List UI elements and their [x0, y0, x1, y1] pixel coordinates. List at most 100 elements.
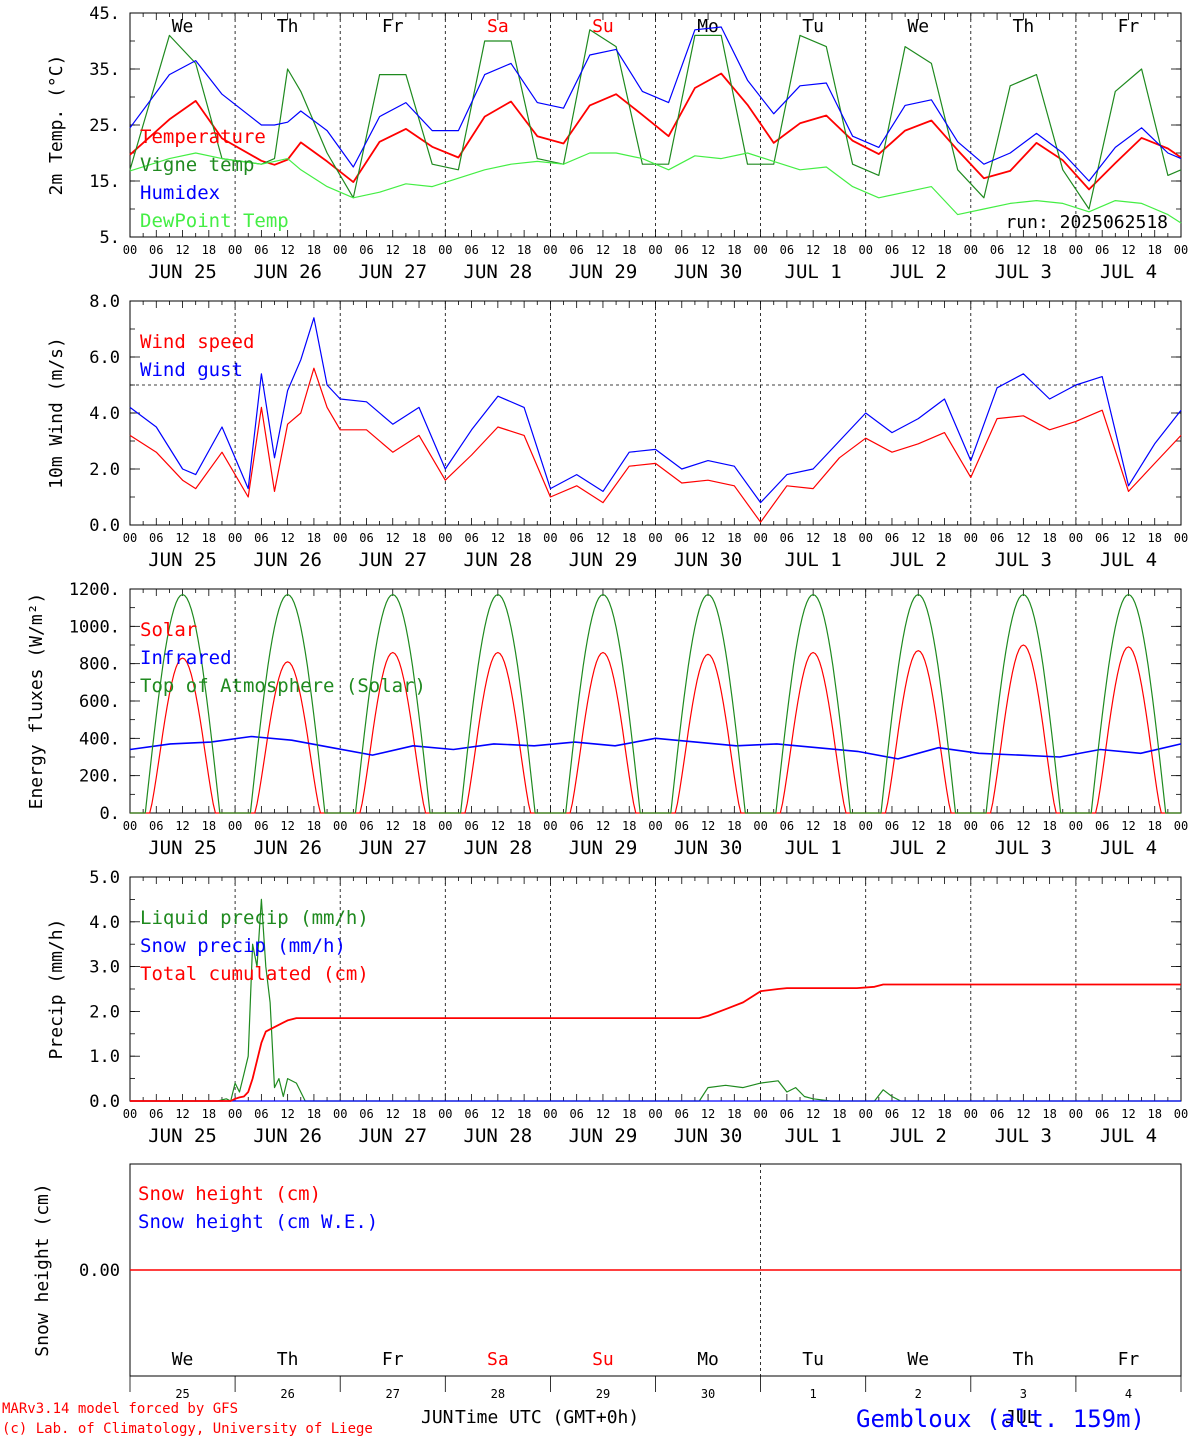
y-tick-label: 2.0: [89, 1002, 120, 1022]
y-tick-label: 0.0: [89, 1092, 120, 1112]
hour-tick-label: 00: [1069, 819, 1083, 833]
legend-liquid-precip-mm-h-: Liquid precip (mm/h): [140, 907, 369, 929]
date-label: JUN 28: [464, 837, 533, 859]
y-tick-label: 4.0: [89, 404, 120, 424]
hour-tick-label: 00: [648, 531, 662, 545]
hour-tick-label: 06: [569, 819, 583, 833]
hour-tick-label: 12: [491, 1107, 505, 1121]
day-number-label: 27: [386, 1387, 400, 1401]
hour-tick-label: 00: [858, 1107, 872, 1121]
y-tick-label: 8.0: [89, 292, 120, 312]
date-label: JUN 25: [148, 1125, 217, 1147]
series-temperature: [129, 72, 1182, 191]
hour-tick-label: 18: [622, 531, 636, 545]
hour-tick-label: 00: [123, 531, 137, 545]
hour-tick-label: 12: [1121, 531, 1135, 545]
xaxis-title: Time UTC (GMT+0h): [455, 1407, 639, 1428]
hour-tick-label: 12: [1121, 243, 1135, 257]
series-wind-speed: [129, 367, 1182, 523]
weekday-label: Fr: [382, 16, 404, 37]
hour-tick-label: 06: [464, 531, 478, 545]
y-tick-label: 0.0: [89, 516, 120, 536]
hour-tick-label: 12: [806, 1107, 820, 1121]
date-label: JUN 30: [674, 1125, 743, 1147]
hour-tick-label: 06: [1095, 819, 1109, 833]
hour-tick-label: 06: [675, 531, 689, 545]
date-label: JUN 28: [464, 261, 533, 283]
hour-tick-label: 12: [701, 819, 715, 833]
y-axis-label: 2m Temp. (°C): [46, 55, 67, 196]
hour-tick-label: 00: [858, 243, 872, 257]
hour-tick-label: 00: [648, 243, 662, 257]
y-tick-label: 600.: [79, 692, 120, 712]
plot-frame: [129, 588, 1182, 814]
date-label: JUN 26: [253, 549, 322, 571]
date-label: JUL 1: [785, 549, 842, 571]
hour-tick-label: 18: [412, 1107, 426, 1121]
hour-tick-label: 12: [1016, 819, 1030, 833]
day-number-label: 2: [915, 1387, 922, 1401]
day-number-label: 1: [810, 1387, 817, 1401]
hour-tick-label: 12: [596, 531, 610, 545]
date-label: JUN 30: [674, 261, 743, 283]
series-dewpoint-temp: [129, 152, 1182, 224]
day-number-label: 25: [175, 1387, 189, 1401]
hour-tick-label: 06: [569, 243, 583, 257]
y-tick-label: 15.: [89, 172, 120, 192]
weekday-label: We: [907, 16, 929, 37]
date-label: JUN 28: [464, 549, 533, 571]
y-axis-label: Precip (mm/h): [46, 919, 67, 1060]
y-tick-label: 800.: [79, 655, 120, 675]
date-label: JUL 2: [890, 549, 947, 571]
hour-tick-label: 00: [964, 243, 978, 257]
hour-tick-label: 06: [780, 819, 794, 833]
day-number-label: 28: [491, 1387, 505, 1401]
hour-tick-label: 06: [149, 819, 163, 833]
hour-tick-label: 00: [228, 531, 242, 545]
hour-tick-label: 18: [832, 819, 846, 833]
hour-tick-label: 06: [254, 1107, 268, 1121]
series-total-cumulated-cm-: [130, 983, 1181, 1102]
weekday-label: Tu: [802, 16, 824, 37]
hour-tick-label: 00: [123, 819, 137, 833]
lab-credit-text: (c) Lab. of Climatology, University of L…: [2, 1421, 373, 1437]
hour-tick-label: 18: [1147, 1107, 1161, 1121]
hour-tick-label: 00: [964, 531, 978, 545]
hour-tick-label: 12: [175, 243, 189, 257]
date-label: JUL 3: [995, 261, 1052, 283]
hour-tick-label: 12: [911, 243, 925, 257]
day-number-label: 29: [596, 1387, 610, 1401]
station-name: Gembloux (alt. 159m): [856, 1405, 1145, 1433]
hour-tick-label: 00: [1069, 531, 1083, 545]
hour-tick-label: 12: [911, 1107, 925, 1121]
hour-tick-label: 06: [254, 243, 268, 257]
hour-tick-label: 06: [149, 243, 163, 257]
hour-tick-label: 18: [307, 1107, 321, 1121]
hour-tick-label: 12: [386, 531, 400, 545]
hour-tick-label: 06: [359, 1107, 373, 1121]
hour-tick-label: 18: [1147, 819, 1161, 833]
hour-tick-label: 00: [964, 1107, 978, 1121]
weekday-label: We: [172, 1349, 194, 1370]
y-tick-label: 200.: [79, 767, 120, 787]
y-tick-label: 0.00: [79, 1261, 120, 1281]
y-tick-label: 5.: [100, 228, 120, 248]
panel-temperature: 00 06 12 18 JUN 25 00 06 12 18 JUN 26 00 06 12 18 JUN …: [46, 4, 1188, 283]
hour-tick-label: 12: [1016, 1107, 1030, 1121]
date-label: JUL 4: [1100, 549, 1157, 571]
hour-tick-label: 00: [753, 243, 767, 257]
hour-tick-label: 18: [622, 1107, 636, 1121]
hour-tick-label: 06: [1095, 1107, 1109, 1121]
y-tick-label: 5.0: [89, 868, 120, 888]
weekday-label: Su: [592, 1349, 614, 1370]
hour-tick-label: 18: [622, 243, 636, 257]
hour-tick-label: 12: [596, 243, 610, 257]
hour-tick-label: 00: [964, 819, 978, 833]
date-label: JUN 27: [358, 549, 427, 571]
y-tick-label: 6.0: [89, 348, 120, 368]
hour-tick-label: 00: [333, 531, 347, 545]
hour-tick-label: 18: [1042, 531, 1056, 545]
hour-tick-label: 12: [596, 819, 610, 833]
panel-precip: 00 06 12 18 JUN 25 00 06 12 18 JUN 26 00 06 12 18 JUN …: [46, 868, 1188, 1147]
y-tick-label: 35.: [89, 60, 120, 80]
